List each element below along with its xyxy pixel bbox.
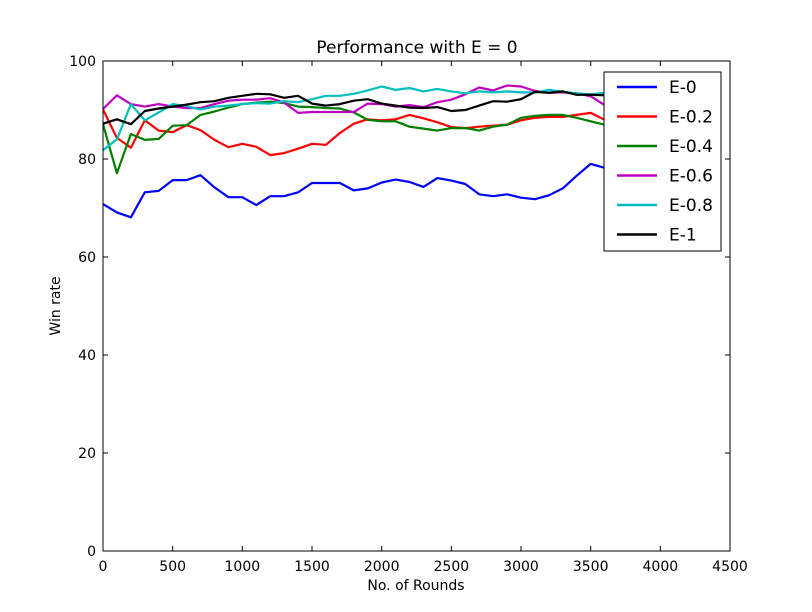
x-tick-label: 0 bbox=[99, 559, 108, 575]
x-tick-label: 500 bbox=[159, 559, 186, 575]
legend-label-e-0-2: E-0.2 bbox=[669, 108, 713, 128]
series-line-e-0 bbox=[103, 162, 619, 219]
x-tick-label: 1000 bbox=[225, 559, 261, 575]
x-tick-label: 4000 bbox=[643, 559, 679, 575]
x-tick-label: 3000 bbox=[503, 559, 539, 575]
series-layer bbox=[103, 84, 619, 219]
plot-area-frame bbox=[102, 60, 731, 552]
legend-label-e-0-4: E-0.4 bbox=[669, 137, 713, 157]
y-tick-label: 100 bbox=[69, 54, 96, 70]
y-tick-label: 60 bbox=[78, 250, 96, 266]
series-line-e-0-4 bbox=[103, 100, 619, 175]
x-tick-label: 2500 bbox=[434, 559, 470, 575]
series-line-e-0-2 bbox=[103, 109, 619, 157]
legend-box bbox=[603, 71, 722, 252]
y-axis-label: Win rate bbox=[48, 276, 64, 335]
x-axis: 0 500 1000 1500 2000 2500 3000 3500 4000 4500 bbox=[99, 61, 748, 575]
series-line-e-0-6 bbox=[103, 84, 619, 115]
x-tick-label: 4500 bbox=[712, 559, 748, 575]
legend-label-e-1: E-1 bbox=[669, 226, 697, 246]
x-axis-label: No. of Rounds bbox=[367, 578, 464, 594]
legend-label-e-0-6: E-0.6 bbox=[669, 167, 713, 187]
x-tick-label: 1500 bbox=[294, 559, 330, 575]
x-tick-label: 2000 bbox=[364, 559, 400, 575]
legend-label-e-0-8: E-0.8 bbox=[669, 196, 713, 216]
y-axis: 0 20 40 60 80 100 bbox=[69, 54, 730, 560]
legend: E-0 E-0.2 E-0.4 E-0.6 E-0.8 E-1 bbox=[603, 71, 722, 252]
x-tick-label: 3500 bbox=[573, 559, 609, 575]
series-line-e-1 bbox=[103, 90, 619, 126]
y-tick-label: 40 bbox=[78, 348, 96, 364]
legend-label-e-0: E-0 bbox=[669, 78, 697, 98]
y-tick-label: 80 bbox=[78, 152, 96, 168]
y-tick-label: 20 bbox=[78, 446, 96, 462]
y-tick-label: 0 bbox=[87, 544, 96, 560]
chart-title: Performance with E = 0 bbox=[316, 38, 517, 58]
